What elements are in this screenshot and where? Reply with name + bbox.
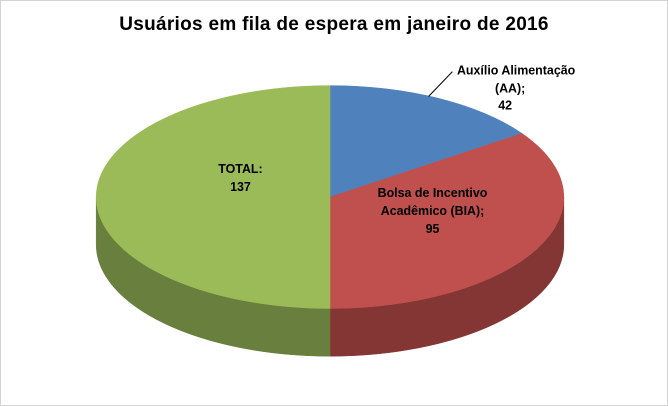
pie-label-total-line-1: 137 (230, 180, 251, 194)
pie-label-total-line-0: TOTAL: (218, 162, 262, 176)
pie-label-bolsa-de-incentivo-academico-bia-line-1: Acadêmico (BIA); (381, 204, 485, 218)
pie-label-bolsa-de-incentivo-academico-bia-line-2: 95 (426, 222, 440, 236)
chart-title: Usuários em fila de espera em janeiro de… (119, 14, 549, 35)
pie-label-bolsa-de-incentivo-academico-bia-line-0: Bolsa de Incentivo (378, 186, 488, 200)
pie-slice-auxilio-alimentacao-aa-top (329, 85, 523, 198)
pie-slice-bolsa-de-incentivo-academico-bia-top (329, 133, 565, 309)
pie-label-auxilio-alimentacao-aa-line-0: Auxílio Alimentação (457, 64, 576, 78)
label-leader-line-auxilio-alimentacao-aa (428, 71, 453, 97)
pie-label-auxilio-alimentacao-aa-line-2: 42 (498, 98, 512, 112)
pie-slice-total-top (95, 85, 331, 309)
pie-label-auxilio-alimentacao-aa-line-1: (AA); (495, 82, 525, 96)
